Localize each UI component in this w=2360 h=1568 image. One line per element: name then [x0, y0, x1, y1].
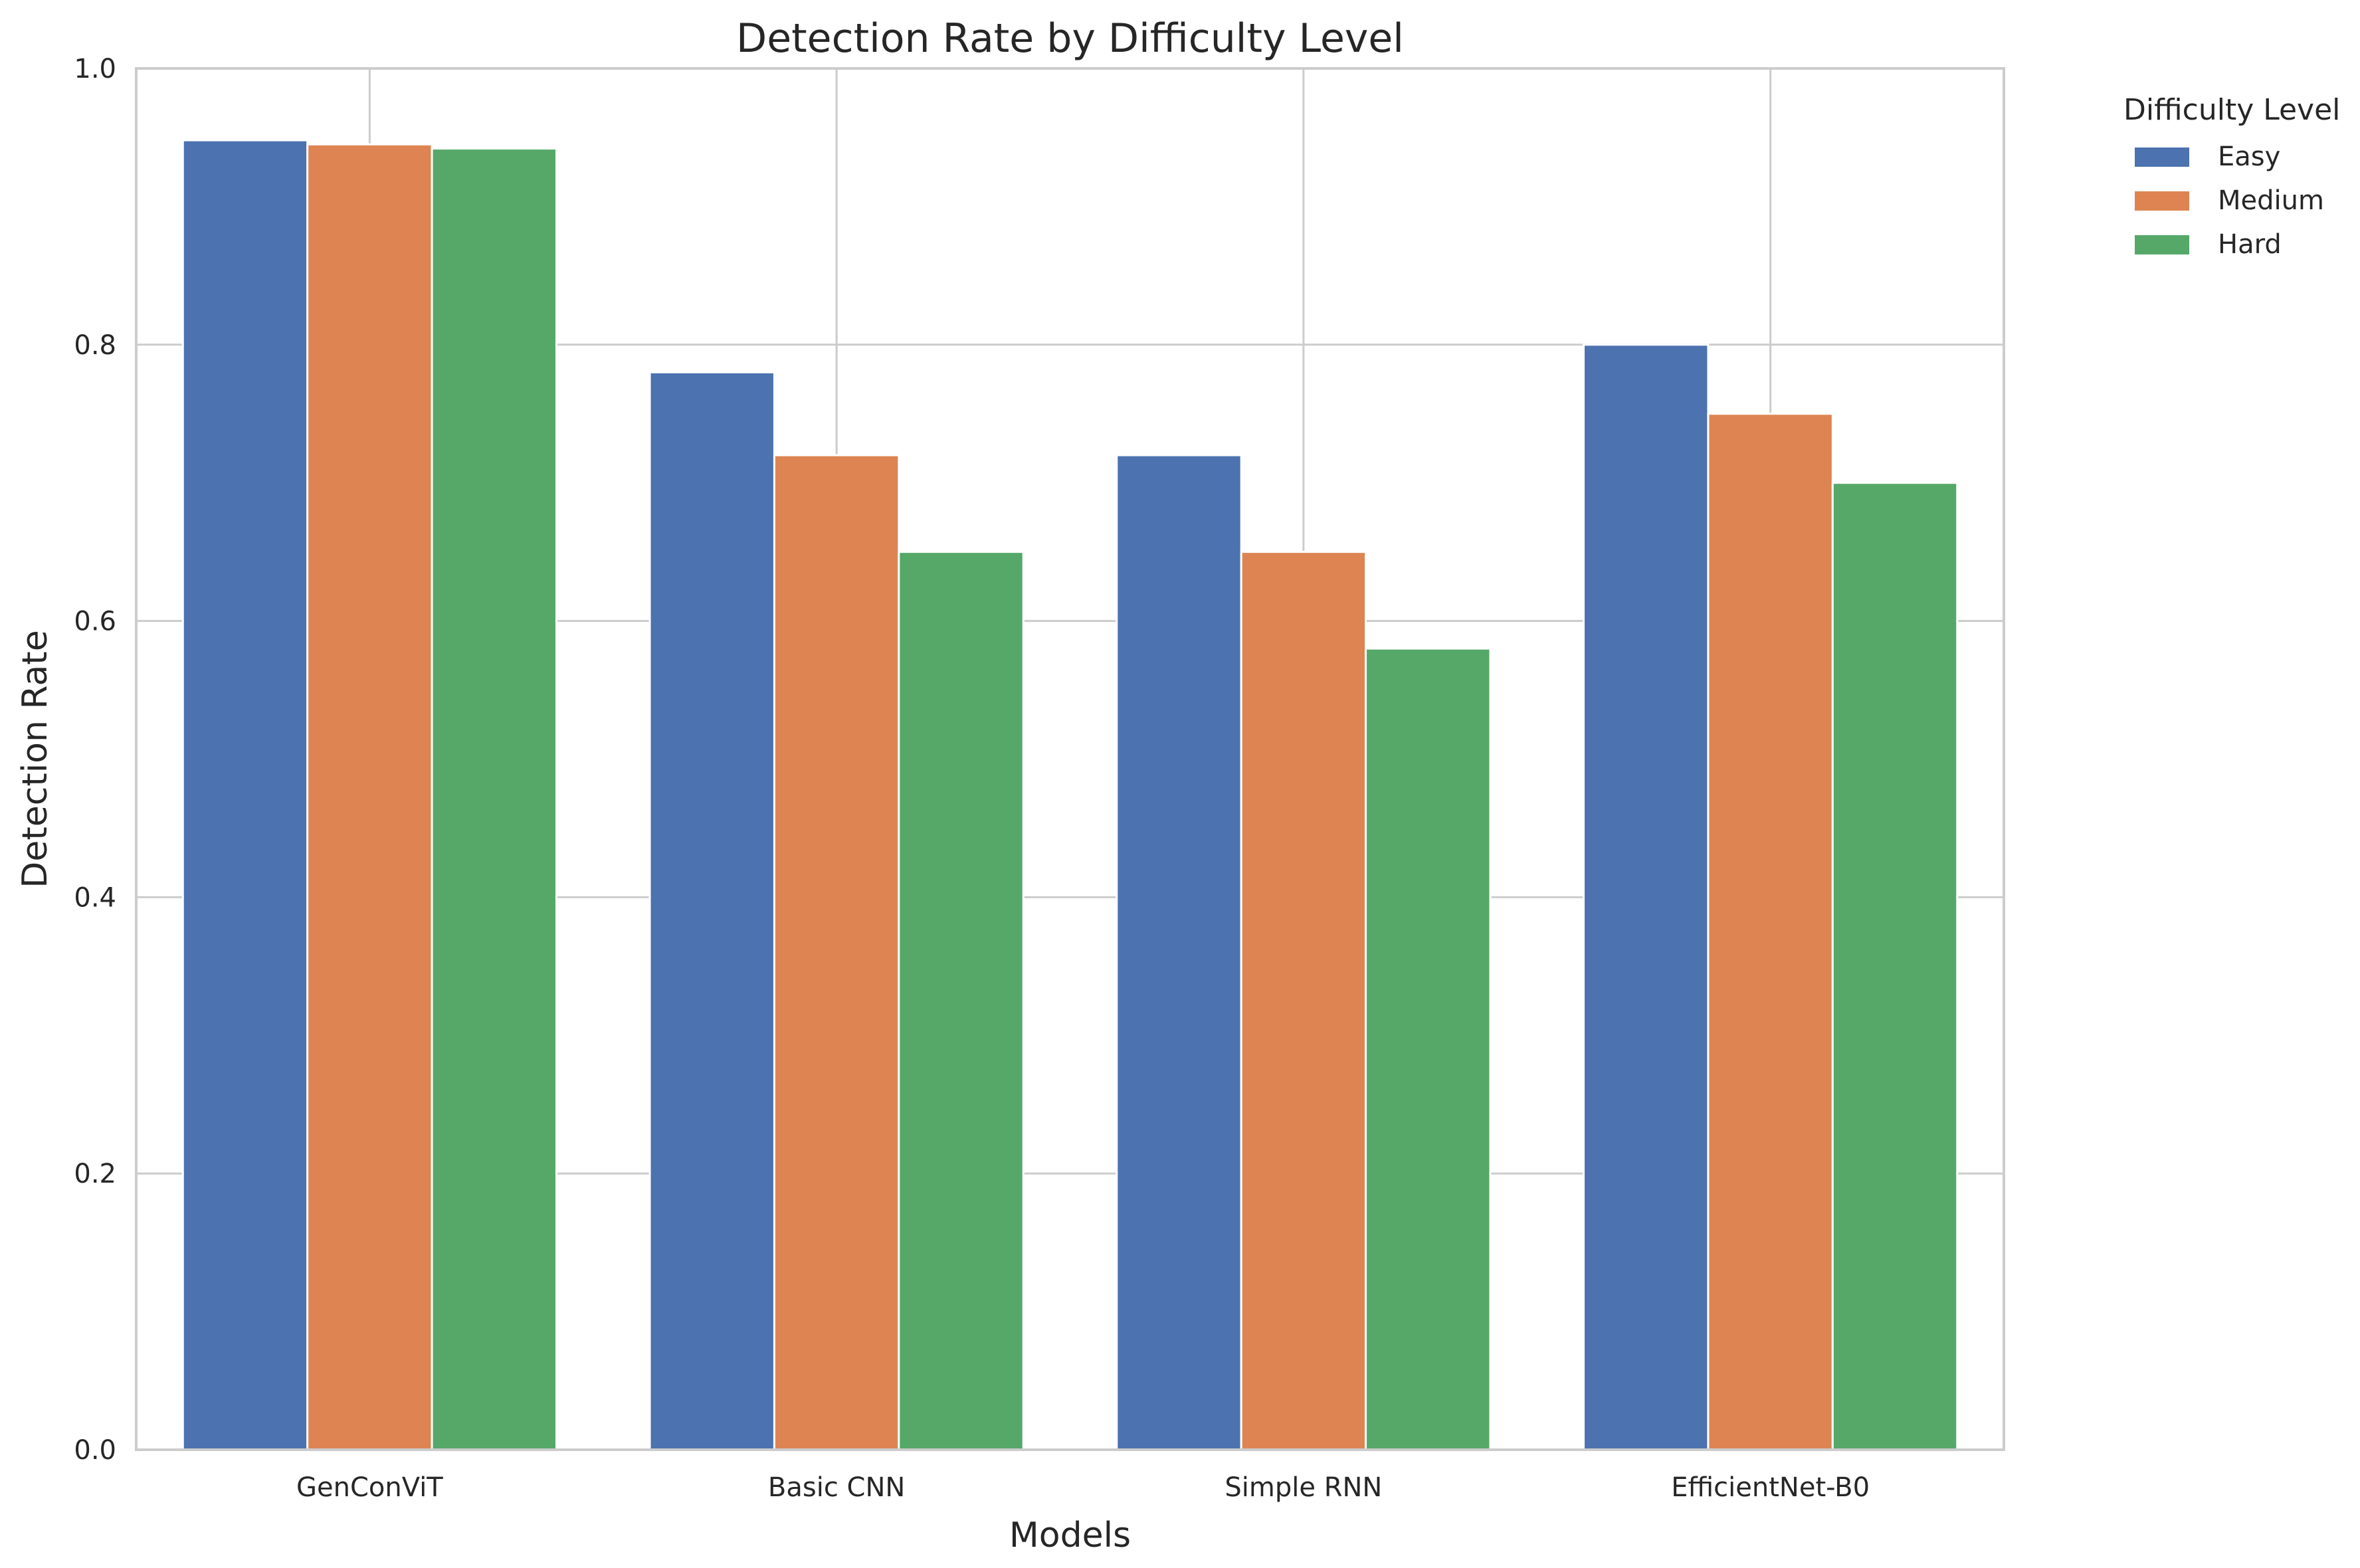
legend-swatch-medium	[2135, 191, 2189, 211]
legend-swatch-hard	[2135, 235, 2189, 254]
legend-label-easy: Easy	[2218, 142, 2280, 172]
bar-medium-basic-cnn	[773, 454, 900, 1451]
legend-label-hard: Hard	[2218, 229, 2282, 260]
x-tick-labels: GenConViT Basic CNN Simple RNN EfficientNet…	[296, 1472, 1870, 1503]
x-tick-label: Simple RNN	[1225, 1472, 1382, 1503]
bar-easy-genconvit	[181, 139, 309, 1451]
y-tick-label: 0.2	[74, 1159, 116, 1189]
bar-hard-efficientnet-b0	[1831, 482, 1959, 1451]
bar-easy-basic-cnn	[648, 371, 775, 1451]
x-tick-label: Basic CNN	[768, 1472, 905, 1503]
legend-title: Difficulty Level	[2123, 93, 2340, 127]
legend: Difficulty Level Easy Medium Hard	[2123, 93, 2340, 260]
bar-hard-basic-cnn	[898, 551, 1025, 1451]
y-tick-label: 0.8	[74, 330, 116, 361]
bar-medium-efficientnet-b0	[1707, 413, 1834, 1451]
x-tick-label: GenConViT	[296, 1472, 443, 1503]
y-axis-title: Detection Rate	[15, 630, 55, 888]
bar-medium-genconvit	[306, 143, 433, 1451]
y-tick-label: 1.0	[74, 54, 116, 84]
y-tick-labels: 0.0 0.2 0.4 0.6 0.8 1.0	[74, 54, 116, 1466]
bar-hard-genconvit	[431, 147, 557, 1451]
bar-easy-simple-rnn	[1116, 454, 1242, 1451]
x-tick-label: EfficientNet-B0	[1671, 1472, 1870, 1503]
bar-hard-simple-rnn	[1365, 647, 1492, 1451]
legend-label-medium: Medium	[2218, 185, 2324, 216]
y-tick-label: 0.4	[74, 882, 116, 913]
y-tick-label: 0.6	[74, 607, 116, 637]
x-axis-title: Models	[1009, 1516, 1131, 1555]
y-tick-label: 0.0	[74, 1435, 116, 1466]
plot-frame	[135, 67, 2005, 1451]
chart-title: Detection Rate by Difficulty Level	[736, 15, 1404, 62]
bar-easy-efficientnet-b0	[1583, 343, 1710, 1451]
bars	[181, 139, 1959, 1451]
bar-medium-simple-rnn	[1240, 551, 1367, 1451]
legend-swatch-easy	[2135, 147, 2189, 167]
